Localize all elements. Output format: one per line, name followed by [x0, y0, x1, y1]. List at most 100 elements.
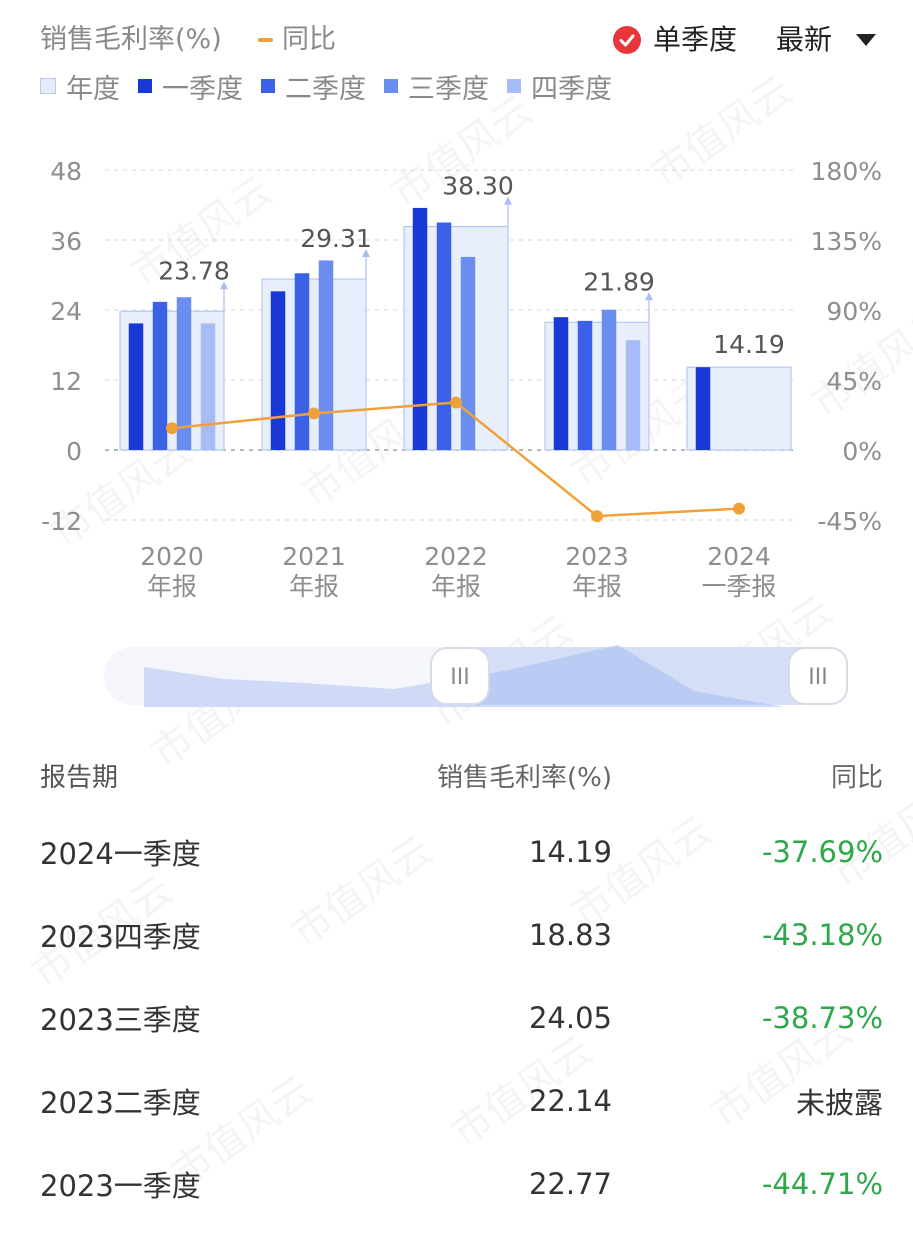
- yoy-legend[interactable]: 同比: [258, 22, 336, 58]
- table-row[interactable]: 2023三季度 24.05 -38.73%: [40, 976, 883, 1059]
- legend-item[interactable]: 三季度: [384, 67, 489, 106]
- cell-period: 2023二季度: [40, 1085, 201, 1120]
- legend-swatch-icon: [138, 79, 152, 93]
- quarter-bar: [601, 309, 617, 450]
- x-axis-label: 2021: [282, 542, 346, 571]
- cell-value: 22.14: [528, 1083, 612, 1118]
- header-margin: 销售毛利率(%): [437, 762, 612, 793]
- right-axis-tick: 180%: [811, 157, 882, 186]
- left-axis-tick: 36: [50, 227, 82, 256]
- annual-marker-arrow: [362, 249, 370, 258]
- table-row[interactable]: 2023一季度 22.77 -44.71%: [40, 1142, 883, 1225]
- cell-value: 14.19: [528, 834, 612, 869]
- cell-value: 24.05: [528, 1000, 612, 1035]
- annual-marker-arrow: [504, 196, 512, 205]
- table-row[interactable]: 2023二季度 22.14 未披露: [40, 1059, 883, 1142]
- quarter-bar: [294, 273, 310, 450]
- legend-swatch-icon: [261, 79, 275, 93]
- cell-yoy: 未披露: [795, 1085, 883, 1120]
- cell-value: 22.77: [528, 1166, 612, 1201]
- quarter-bar: [436, 222, 452, 450]
- cell-yoy: -38.73%: [761, 1000, 883, 1035]
- quarter-bar: [625, 340, 641, 450]
- x-axis-label: 年报: [289, 572, 339, 601]
- quarter-bar: [412, 207, 428, 450]
- legend-label: 年度: [66, 73, 120, 105]
- yoy-legend-label: 同比: [282, 24, 336, 55]
- caret-down-icon: [856, 34, 877, 46]
- x-axis-label: 2020: [140, 542, 204, 571]
- quarter-bar: [318, 260, 334, 450]
- slider-left-handle[interactable]: III: [430, 647, 490, 705]
- yoy-point: [591, 510, 603, 523]
- chart-header: 销售毛利率(%) 同比 单季度 最新: [40, 22, 890, 62]
- legend-item[interactable]: 二季度: [261, 67, 366, 106]
- x-axis-label: 2022: [424, 542, 488, 571]
- yoy-point: [308, 407, 320, 420]
- cell-period: 2024一季度: [40, 836, 201, 871]
- right-axis-tick: 135%: [811, 227, 882, 256]
- latest-dropdown[interactable]: 最新: [776, 22, 877, 58]
- annual-value-label: 21.89: [583, 267, 655, 296]
- x-axis-label: 年报: [431, 572, 481, 601]
- cell-period: 2023四季度: [40, 919, 201, 954]
- legend-swatch-icon: [384, 79, 398, 93]
- legend-label: 三季度: [408, 73, 489, 105]
- cell-yoy: -37.69%: [761, 834, 883, 869]
- header-yoy: 同比: [830, 762, 883, 793]
- quarter-bar: [577, 320, 593, 450]
- legend-label: 四季度: [531, 73, 612, 105]
- annual-marker-arrow: [645, 292, 653, 301]
- latest-dropdown-label: 最新: [776, 23, 833, 56]
- right-axis-tick: -45%: [817, 507, 882, 536]
- slider-selection: [460, 647, 816, 705]
- quarter-bar: [460, 256, 476, 450]
- table-row[interactable]: 2024一季度 14.19 -37.69%: [40, 810, 883, 893]
- single-quarter-toggle[interactable]: 单季度: [613, 22, 737, 58]
- legend-item[interactable]: 四季度: [507, 67, 612, 106]
- right-axis-tick: 45%: [826, 367, 882, 396]
- cell-yoy: -43.18%: [761, 917, 883, 952]
- cell-yoy: -44.71%: [761, 1166, 883, 1201]
- right-axis-tick: 0%: [842, 437, 882, 466]
- legend-item[interactable]: 一季度: [138, 67, 243, 106]
- quarter-bar: [270, 291, 286, 450]
- yoy-point: [733, 502, 745, 515]
- cell-period: 2023三季度: [40, 1002, 201, 1037]
- quarter-bar: [553, 317, 569, 450]
- x-axis-label: 一季报: [701, 572, 776, 601]
- annual-value-label: 23.78: [158, 256, 230, 285]
- legend-item[interactable]: 年度: [40, 67, 120, 106]
- legend-label: 一季度: [162, 73, 243, 105]
- x-axis-label: 2023: [565, 542, 629, 571]
- slider-right-handle[interactable]: III: [788, 647, 848, 705]
- left-axis-tick: -12: [41, 507, 82, 536]
- legend-label: 二季度: [285, 73, 366, 105]
- cell-period: 2023一季度: [40, 1168, 201, 1203]
- left-axis-tick: 24: [50, 297, 82, 326]
- margin-table: 报告期 销售毛利率(%) 同比 2024一季度 14.19 -37.69% 2023四…: [40, 740, 883, 1225]
- quarter-bar: [152, 301, 168, 450]
- quarter-bar: [128, 323, 144, 450]
- range-slider[interactable]: III III: [104, 645, 848, 707]
- left-axis-tick: 0: [66, 437, 82, 466]
- x-axis-label: 年报: [572, 572, 622, 601]
- annual-value-label: 38.30: [442, 172, 514, 201]
- header-period: 报告期: [40, 762, 119, 793]
- line-legend-icon: [258, 38, 273, 42]
- single-quarter-label: 单季度: [653, 23, 738, 56]
- quarter-bar: [200, 323, 216, 450]
- left-axis-tick: 12: [50, 367, 82, 396]
- x-axis-label: 2024: [707, 542, 771, 571]
- annual-value-label: 29.31: [300, 224, 372, 253]
- annual-marker-arrow: [220, 281, 228, 290]
- legend-swatch-icon: [507, 79, 521, 93]
- quarter-bar: [176, 297, 192, 450]
- table-header: 报告期 销售毛利率(%) 同比: [40, 740, 883, 810]
- left-axis-tick: 48: [50, 157, 82, 186]
- quarter-bar: [695, 367, 711, 450]
- table-row[interactable]: 2023四季度 18.83 -43.18%: [40, 893, 883, 976]
- drag-handle-icon: III: [808, 665, 827, 690]
- legend-swatch-icon: [40, 78, 56, 94]
- yoy-point: [166, 422, 178, 435]
